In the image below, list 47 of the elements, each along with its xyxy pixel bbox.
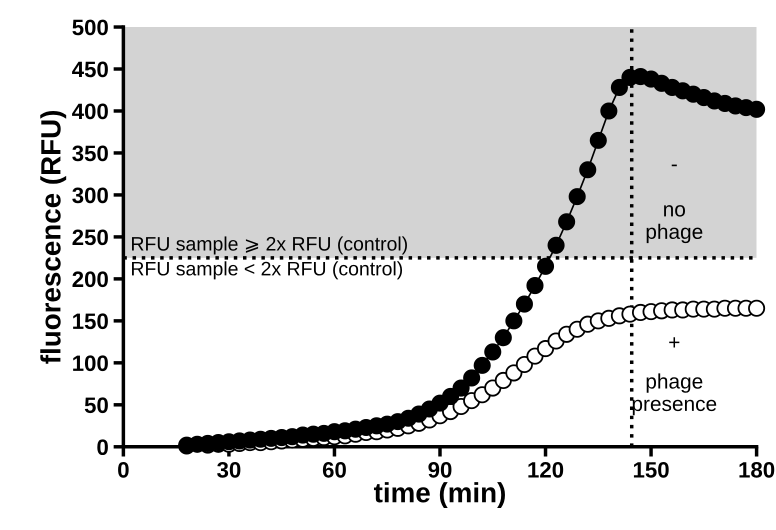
point xyxy=(748,300,766,317)
x-tick-label: 120 xyxy=(528,462,564,478)
point xyxy=(526,277,544,294)
ref-line-label: RFU sample < 2x RFU (control) xyxy=(132,261,402,280)
point xyxy=(463,369,480,386)
point xyxy=(590,132,607,149)
point xyxy=(505,364,522,382)
annotation: no phage xyxy=(646,205,702,244)
x-axis-title: time (min) xyxy=(374,482,505,508)
point xyxy=(748,100,766,118)
annotation: - xyxy=(672,164,677,166)
x-tick-label: 60 xyxy=(322,462,346,478)
annotation: phage presence xyxy=(632,373,716,416)
point xyxy=(536,258,554,275)
x-tick-label: 90 xyxy=(428,462,452,478)
point xyxy=(516,356,533,374)
y-tick-label: 100 xyxy=(73,355,108,372)
y-tick-label: 250 xyxy=(72,229,108,246)
point xyxy=(568,188,586,206)
y-tick-label: 50 xyxy=(84,397,108,414)
point xyxy=(474,356,491,374)
y-tick-label: 400 xyxy=(72,104,108,120)
x-tick-label: 0 xyxy=(118,462,129,478)
annotation: + xyxy=(669,337,680,348)
y-axis-title: fluorescence (RFU) xyxy=(40,110,66,364)
point xyxy=(579,161,596,178)
y-tick-label: 450 xyxy=(72,62,108,78)
point xyxy=(442,388,460,405)
x-tick-label: 180 xyxy=(739,462,774,478)
point xyxy=(548,236,565,254)
point xyxy=(600,102,618,120)
x-tick-label: 150 xyxy=(634,462,669,478)
point xyxy=(494,329,512,346)
y-tick-label: 200 xyxy=(72,271,108,288)
y-tick-label: 0 xyxy=(97,439,108,456)
x-tick-label: 30 xyxy=(217,462,240,478)
point xyxy=(505,312,522,330)
y-tick-label: 150 xyxy=(73,313,108,330)
point xyxy=(610,78,628,96)
band-label: RFU sample ⩾ 2x RFU (control) xyxy=(132,236,407,255)
point xyxy=(558,213,576,230)
y-tick-label: 500 xyxy=(72,20,108,36)
y-tick-label: 300 xyxy=(72,187,108,204)
point xyxy=(452,379,470,397)
y-tick-label: 350 xyxy=(72,145,108,162)
point xyxy=(484,343,502,360)
point xyxy=(516,296,533,313)
